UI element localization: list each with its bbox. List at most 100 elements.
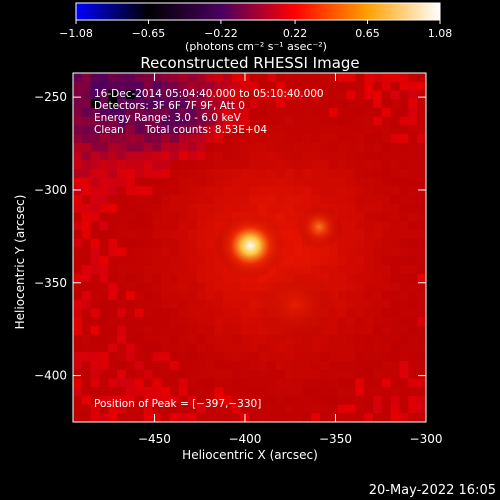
- heatmap-cell: [267, 413, 277, 422]
- heatmap-cell: [337, 352, 348, 362]
- heatmap-cell: [267, 343, 277, 353]
- heatmap-cell: [152, 413, 162, 422]
- heatmap-cell: [399, 413, 409, 422]
- heatmap-cell: [275, 369, 286, 379]
- heatmap-cell: [108, 299, 118, 310]
- heatmap-cell: [337, 264, 348, 275]
- heatmap-cell: [143, 413, 153, 422]
- detectors-annotation: Detectors: 3F 6F 7F 9F, Att 0: [94, 100, 245, 112]
- heatmap-cell: [275, 212, 286, 222]
- heatmap-cell: [231, 73, 242, 83]
- heatmap-cell: [134, 134, 145, 144]
- heatmap-cell: [196, 387, 206, 397]
- heatmap-cell: [214, 90, 224, 100]
- heatmap-cell: [134, 404, 145, 414]
- heatmap-cell: [214, 160, 224, 170]
- heatmap-cell: [187, 238, 198, 248]
- heatmap-cell: [134, 343, 145, 353]
- heatmap-cell: [240, 186, 250, 196]
- heatmap-cell: [108, 264, 118, 275]
- heatmap-cell: [240, 378, 250, 388]
- heatmap-cell: [143, 116, 153, 126]
- heatmap-cell: [258, 334, 268, 344]
- heatmap-cell: [196, 125, 206, 135]
- heatmap-cell: [81, 404, 92, 414]
- heatmap-cell: [223, 116, 233, 126]
- heatmap-cell: [240, 369, 250, 379]
- heatmap-cell: [134, 238, 145, 248]
- heatmap-cell: [267, 116, 277, 126]
- heatmap-cell: [170, 360, 180, 371]
- heatmap-cell: [364, 282, 374, 292]
- heatmap-cell: [337, 282, 348, 292]
- heatmap-cell: [223, 142, 233, 153]
- heatmap-cell: [373, 116, 383, 126]
- heatmap-cell: [152, 168, 162, 179]
- heatmap-cell: [231, 90, 242, 100]
- heatmap-cell: [284, 90, 295, 100]
- heatmap-cell: [81, 212, 92, 222]
- heatmap-cell: [364, 334, 374, 344]
- heatmap-cell: [320, 116, 330, 126]
- heatmap-cell: [417, 160, 426, 170]
- heatmap-cell: [381, 203, 392, 214]
- heatmap-cell: [390, 369, 401, 379]
- heatmap-cell: [293, 99, 303, 109]
- heatmap-cell: [231, 186, 242, 196]
- heatmap-cell: [337, 273, 348, 283]
- heatmap-cell: [399, 151, 409, 161]
- heatmap-cell: [346, 99, 356, 109]
- heatmap-cell: [170, 73, 180, 83]
- heatmap-cell: [73, 177, 83, 187]
- heatmap-cell: [134, 221, 145, 231]
- heatmap-cell: [161, 99, 171, 109]
- heatmap-cell: [187, 395, 198, 406]
- heatmap-cell: [161, 186, 171, 196]
- heatmap-cell: [355, 168, 365, 179]
- heatmap-cell: [117, 404, 127, 414]
- heatmap-cell: [399, 264, 409, 275]
- heatmap-cell: [108, 168, 118, 179]
- heatmap-cell: [99, 387, 109, 397]
- heatmap-cell: [302, 177, 312, 187]
- heatmap-cell: [364, 273, 374, 283]
- heatmap-cell: [170, 326, 180, 336]
- heatmap-cell: [275, 151, 286, 161]
- heatmap-cell: [99, 352, 109, 362]
- heatmap-cell: [117, 73, 127, 83]
- heatmap-cell: [408, 360, 418, 371]
- heatmap-cell: [346, 352, 356, 362]
- heatmap-cell: [293, 404, 303, 414]
- heatmap-cell: [205, 326, 215, 336]
- heatmap-cell: [408, 90, 418, 100]
- heatmap-cell: [258, 326, 268, 336]
- heatmap-cell: [125, 81, 136, 91]
- heatmap-cell: [143, 326, 153, 336]
- heatmap-cell: [364, 116, 374, 126]
- heatmap-cell: [417, 326, 426, 336]
- heatmap-cell: [302, 195, 312, 205]
- heatmap-cell: [196, 291, 206, 301]
- heatmap-cell: [178, 264, 189, 275]
- heatmap-cell: [196, 81, 206, 91]
- heatmap-cell: [73, 168, 83, 179]
- heatmap-cell: [399, 221, 409, 231]
- heatmap-cell: [364, 317, 374, 327]
- heatmap-cell: [178, 317, 189, 327]
- heatmap-cell: [240, 203, 250, 214]
- heatmap-cell: [399, 238, 409, 248]
- heatmap-cell: [99, 273, 109, 283]
- heatmap-cell: [214, 308, 224, 318]
- method-annotation: Clean: [94, 124, 124, 136]
- heatmap-cell: [399, 343, 409, 353]
- heatmap-cell: [293, 73, 303, 83]
- heatmap-cell: [214, 177, 224, 187]
- heatmap-cell: [161, 299, 171, 310]
- heatmap-cell: [108, 256, 118, 266]
- heatmap-cell: [187, 160, 198, 170]
- heatmap-cell: [337, 116, 348, 126]
- heatmap-cell: [134, 168, 145, 179]
- heatmap-cell: [223, 299, 233, 310]
- heatmap-cell: [373, 326, 383, 336]
- heatmap-cell: [399, 73, 409, 83]
